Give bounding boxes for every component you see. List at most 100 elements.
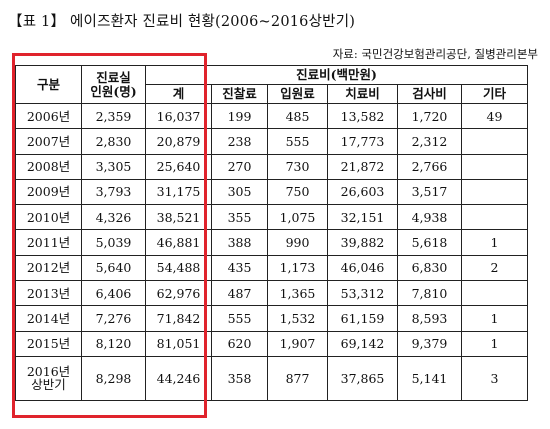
- cell-consult: 355: [211, 204, 268, 231]
- cell-other: [461, 204, 528, 231]
- cell-consult: 487: [211, 280, 268, 307]
- cell-patients: 3,305: [81, 153, 146, 180]
- cell-other: 3: [461, 355, 528, 401]
- table-row: 2014년 7,276 71,842 555 1,532 61,159 8,59…: [15, 305, 528, 332]
- cell-other: [461, 178, 528, 206]
- cell-consult: 555: [211, 305, 268, 332]
- cell-patients: 2,359: [81, 102, 146, 130]
- cell-treatment: 46,046: [327, 254, 398, 282]
- cell-hospital: 750: [267, 178, 328, 206]
- cell-total: 20,879: [145, 128, 212, 155]
- header-treatment: 치료비: [327, 84, 398, 104]
- header-gubun: 구분: [15, 65, 82, 104]
- cell-other: 1: [461, 305, 528, 332]
- table-row: 2011년 5,039 46,881 388 990 39,882 5,618 …: [15, 229, 528, 256]
- cell-treatment: 13,582: [327, 102, 398, 130]
- header-hospital: 입원료: [267, 84, 328, 104]
- source-note: 자료: 국민건강보험관리공단, 질병관리본부: [332, 47, 538, 61]
- cell-test: 9,379: [397, 330, 462, 357]
- cell-treatment: 21,872: [327, 153, 398, 180]
- cell-hospital: 1,075: [267, 204, 328, 231]
- cell-total: 25,640: [145, 153, 212, 180]
- cell-consult: 388: [211, 229, 268, 256]
- cell-patients: 6,406: [81, 280, 146, 307]
- table-row: 2012년 5,640 54,488 435 1,173 46,046 6,83…: [15, 254, 528, 282]
- cell-test: 5,618: [397, 229, 462, 256]
- cell-consult: 305: [211, 178, 268, 206]
- cell-total: 31,175: [145, 178, 212, 206]
- cell-year: 2016년 상반기: [15, 355, 82, 401]
- cell-consult: 358: [211, 355, 268, 401]
- cell-other: 2: [461, 254, 528, 282]
- cell-year: 2015년: [15, 330, 82, 357]
- cell-test: 7,810: [397, 280, 462, 307]
- cell-total: 71,842: [145, 305, 212, 332]
- cell-total: 81,051: [145, 330, 212, 357]
- cell-patients: 7,276: [81, 305, 146, 332]
- cell-hospital: 877: [267, 355, 328, 401]
- table-row: 2008년 3,305 25,640 270 730 21,872 2,766: [15, 153, 528, 180]
- cell-hospital: 555: [267, 128, 328, 155]
- cell-year-line1: 2016년: [26, 364, 71, 380]
- table-row-2016-half: 2016년 상반기 8,298 44,246 358 877 37,865 5,…: [15, 355, 528, 401]
- cell-year: 2011년: [15, 229, 82, 256]
- table-title: 【표 1】 에이즈환자 진료비 현황(2006~2016상반기): [8, 14, 356, 30]
- cell-treatment: 32,151: [327, 204, 398, 231]
- cell-consult: 270: [211, 153, 268, 180]
- cell-treatment: 61,159: [327, 305, 398, 332]
- cell-test: 8,593: [397, 305, 462, 332]
- cell-treatment: 39,882: [327, 229, 398, 256]
- cell-total: 46,881: [145, 229, 212, 256]
- cell-patients: 5,640: [81, 254, 146, 282]
- cell-year: 2010년: [15, 204, 82, 231]
- cell-patients: 3,793: [81, 178, 146, 206]
- header-consult: 진찰료: [211, 84, 268, 104]
- header-other: 기타: [461, 84, 528, 104]
- cell-test: 2,312: [397, 128, 462, 155]
- header-test: 검사비: [397, 84, 462, 104]
- table-row: 2015년 8,120 81,051 620 1,907 69,142 9,37…: [15, 330, 528, 357]
- table-row: 2009년 3,793 31,175 305 750 26,603 3,517: [15, 178, 528, 206]
- cell-consult: 620: [211, 330, 268, 357]
- cell-patients: 2,830: [81, 128, 146, 155]
- cell-other: 1: [461, 229, 528, 256]
- cell-hospital: 1,173: [267, 254, 328, 282]
- cell-treatment: 53,312: [327, 280, 398, 307]
- header-patients: 진료실 인원(명): [81, 65, 146, 104]
- cell-test: 1,720: [397, 102, 462, 130]
- header-patients-line1: 진료실: [96, 70, 131, 86]
- cost-table: 구분 진료실 인원(명) 진료비(백만원) 계 진찰료 입원료 치료비 검사비 …: [15, 65, 528, 401]
- cell-other: [461, 280, 528, 307]
- cell-hospital: 485: [267, 102, 328, 130]
- cell-test: 5,141: [397, 355, 462, 401]
- cell-treatment: 69,142: [327, 330, 398, 357]
- cell-patients: 8,298: [81, 355, 146, 401]
- header-total: 계: [145, 84, 212, 104]
- cell-total: 62,976: [145, 280, 212, 307]
- cell-hospital: 1,907: [267, 330, 328, 357]
- cell-total: 54,488: [145, 254, 212, 282]
- cell-patients: 5,039: [81, 229, 146, 256]
- cell-test: 3,517: [397, 178, 462, 206]
- cell-patients: 8,120: [81, 330, 146, 357]
- cell-year: 2006년: [15, 102, 82, 130]
- cell-test: 6,830: [397, 254, 462, 282]
- table-row: 2010년 4,326 38,521 355 1,075 32,151 4,93…: [15, 204, 528, 231]
- cell-treatment: 26,603: [327, 178, 398, 206]
- cell-total: 44,246: [145, 355, 212, 401]
- cell-consult: 435: [211, 254, 268, 282]
- header-cost-group: 진료비(백만원): [145, 65, 528, 85]
- cell-year: 2013년: [15, 280, 82, 307]
- cell-hospital: 1,365: [267, 280, 328, 307]
- header-patients-line2: 인원(명): [90, 83, 137, 99]
- cell-patients: 4,326: [81, 204, 146, 231]
- cell-total: 16,037: [145, 102, 212, 130]
- cell-year-line2: 상반기: [31, 377, 66, 393]
- cell-hospital: 990: [267, 229, 328, 256]
- cell-hospital: 730: [267, 153, 328, 180]
- table-row: 2007년 2,830 20,879 238 555 17,773 2,312: [15, 128, 528, 155]
- cell-hospital: 1,532: [267, 305, 328, 332]
- table-row: 2006년 2,359 16,037 199 485 13,582 1,720 …: [15, 102, 528, 130]
- cell-consult: 199: [211, 102, 268, 130]
- cell-test: 2,766: [397, 153, 462, 180]
